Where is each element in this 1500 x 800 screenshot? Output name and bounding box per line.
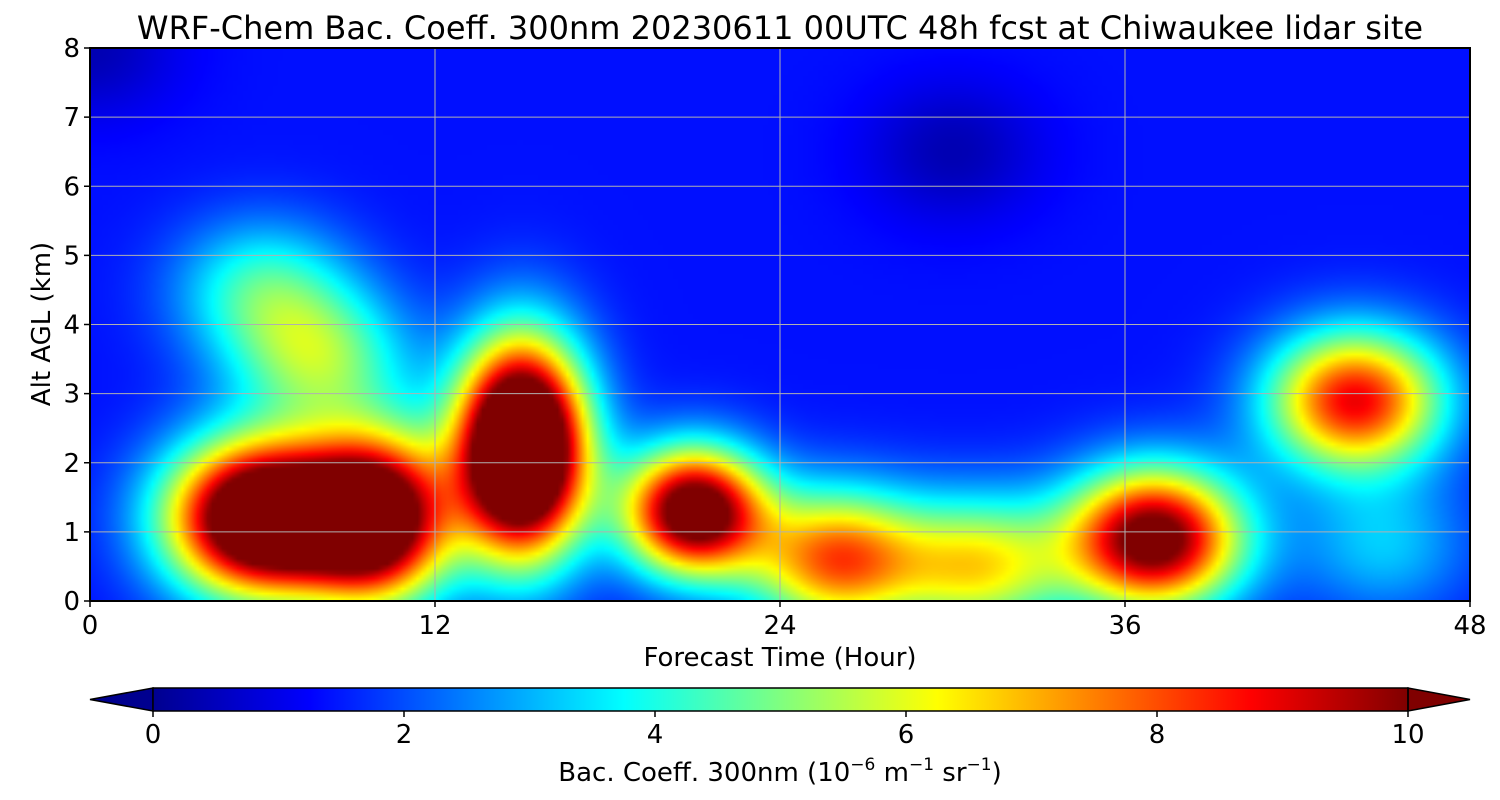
y-tick-label: 7 xyxy=(63,103,80,133)
y-tick-label: 0 xyxy=(63,587,80,617)
x-tick-label: 36 xyxy=(1108,611,1141,641)
x-tick-label: 0 xyxy=(82,611,99,641)
x-tick-label: 48 xyxy=(1453,611,1486,641)
y-axis-ticks: 0 1 2 3 4 5 6 7 8 xyxy=(63,34,90,617)
colorbar: 0 2 4 6 8 10 Bac. Coeff. 300nm (10−6 m−1 sr−1… xyxy=(89,687,1471,788)
colorbar-frame xyxy=(152,687,1409,712)
colorbar-label: Bac. Coeff. 300nm (10−6 m−1 sr−1) xyxy=(558,755,1001,788)
y-tick-label: 8 xyxy=(63,34,80,64)
y-tick-label: 4 xyxy=(63,311,80,341)
y-tick-label: 6 xyxy=(63,172,80,202)
colorbar-tick-label: 10 xyxy=(1391,720,1424,750)
y-tick-label: 1 xyxy=(63,518,80,548)
colorbar-extend-high xyxy=(1407,687,1471,712)
y-tick-label: 5 xyxy=(63,241,80,271)
x-axis-label: Forecast Time (Hour) xyxy=(643,643,916,673)
colorbar-tick-label: 0 xyxy=(145,720,162,750)
x-tick-label: 24 xyxy=(763,611,796,641)
colorbar-tick-label: 2 xyxy=(396,720,413,750)
colorbar-extend-low xyxy=(89,687,154,712)
colorbar-gradient xyxy=(153,688,1408,711)
x-tick-label: 12 xyxy=(418,611,451,641)
chart-title: WRF-Chem Bac. Coeff. 300nm 20230611 00UT… xyxy=(137,9,1423,47)
colorbar-tick-label: 6 xyxy=(898,720,915,750)
y-tick-label: 2 xyxy=(63,449,80,479)
x-axis-ticks: 0 12 24 36 48 xyxy=(82,601,1487,641)
colorbar-ticks: 0 2 4 6 8 10 xyxy=(145,711,1425,750)
colorbar-tick-label: 8 xyxy=(1149,720,1166,750)
y-axis-label: Alt AGL (km) xyxy=(27,242,57,406)
colorbar-tick-label: 4 xyxy=(647,720,664,750)
y-tick-label: 3 xyxy=(63,380,80,410)
